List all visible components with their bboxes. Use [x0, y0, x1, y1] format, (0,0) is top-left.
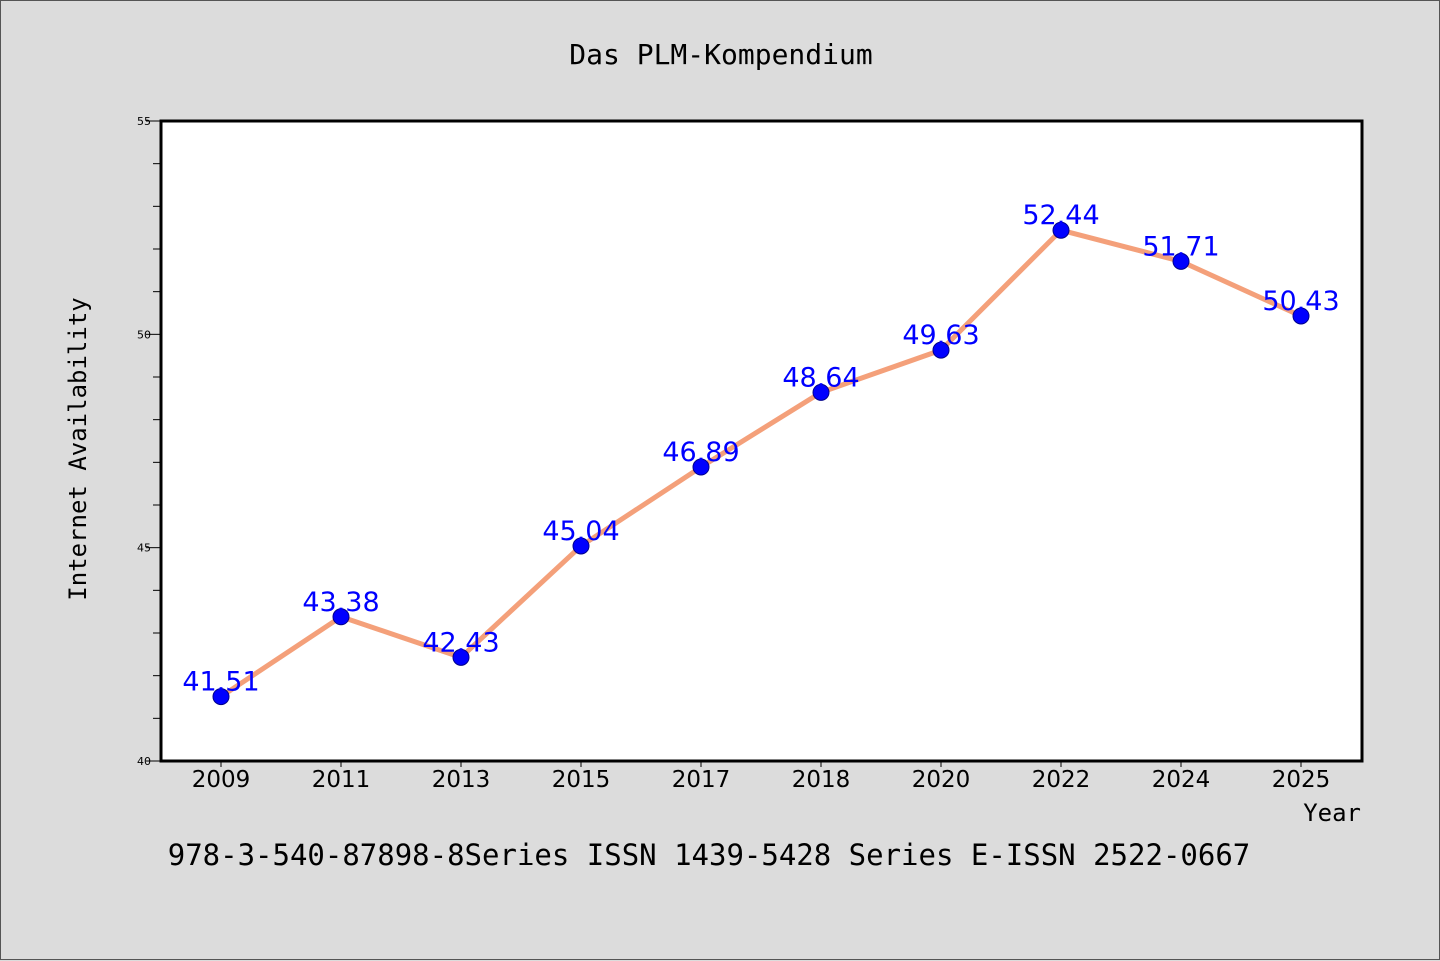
data-point — [1292, 307, 1310, 325]
x-tick-label: 2011 — [312, 767, 371, 793]
data-point — [932, 341, 950, 359]
data-label: 41.51 — [182, 667, 259, 698]
data-point — [812, 383, 830, 401]
y-tick-label: 50 — [137, 328, 151, 341]
data-point — [212, 688, 230, 706]
data-point — [692, 458, 710, 476]
data-label: 46.89 — [662, 437, 739, 468]
data-label: 49.63 — [902, 320, 979, 351]
x-tick-label: 2024 — [1152, 767, 1211, 793]
chart-title: Das PLM-Kompendium — [569, 38, 872, 71]
x-tick-label: 2025 — [1272, 767, 1331, 793]
x-tick-label: 2020 — [912, 767, 971, 793]
x-axis: 2009 2011 2013 2015 2017 2018 2020 2022 2024 2025 — [192, 761, 1331, 793]
data-label: 50.43 — [1262, 286, 1339, 317]
x-tick-label: 2018 — [792, 767, 851, 793]
y-tick-label: 55 — [137, 115, 151, 128]
data-points — [212, 221, 1310, 706]
y-tick-label: 45 — [137, 542, 151, 555]
x-axis-label: Year — [1303, 799, 1361, 827]
data-label: 51.71 — [1142, 231, 1219, 262]
data-label: 43.38 — [302, 587, 379, 618]
y-tick-label: 40 — [137, 755, 151, 768]
data-label: 48.64 — [782, 362, 859, 393]
data-labels: 41.51 43.38 42.43 45.04 46.89 48.64 49.63 52.44… — [182, 200, 1339, 697]
footer-text: 978-3-540-87898-8Series ISSN 1439-5428 S… — [168, 838, 1251, 872]
x-tick-label: 2009 — [192, 767, 251, 793]
x-tick-label: 2013 — [432, 767, 491, 793]
x-tick-label: 2015 — [552, 767, 611, 793]
data-point — [1172, 252, 1190, 270]
y-axis: 40 45 50 55 — [137, 115, 161, 768]
data-point — [1052, 221, 1070, 239]
data-label: 42.43 — [422, 627, 499, 658]
data-point — [452, 648, 470, 666]
data-point — [572, 537, 590, 555]
y-axis-label: Internet Availability — [64, 297, 92, 600]
data-label: 45.04 — [542, 516, 619, 547]
plot-area — [159, 119, 1364, 763]
series-line — [219, 227, 1303, 699]
x-tick-label: 2022 — [1032, 767, 1091, 793]
x-tick-label: 2017 — [672, 767, 731, 793]
data-label: 52.44 — [1022, 200, 1099, 231]
data-point — [332, 608, 350, 626]
